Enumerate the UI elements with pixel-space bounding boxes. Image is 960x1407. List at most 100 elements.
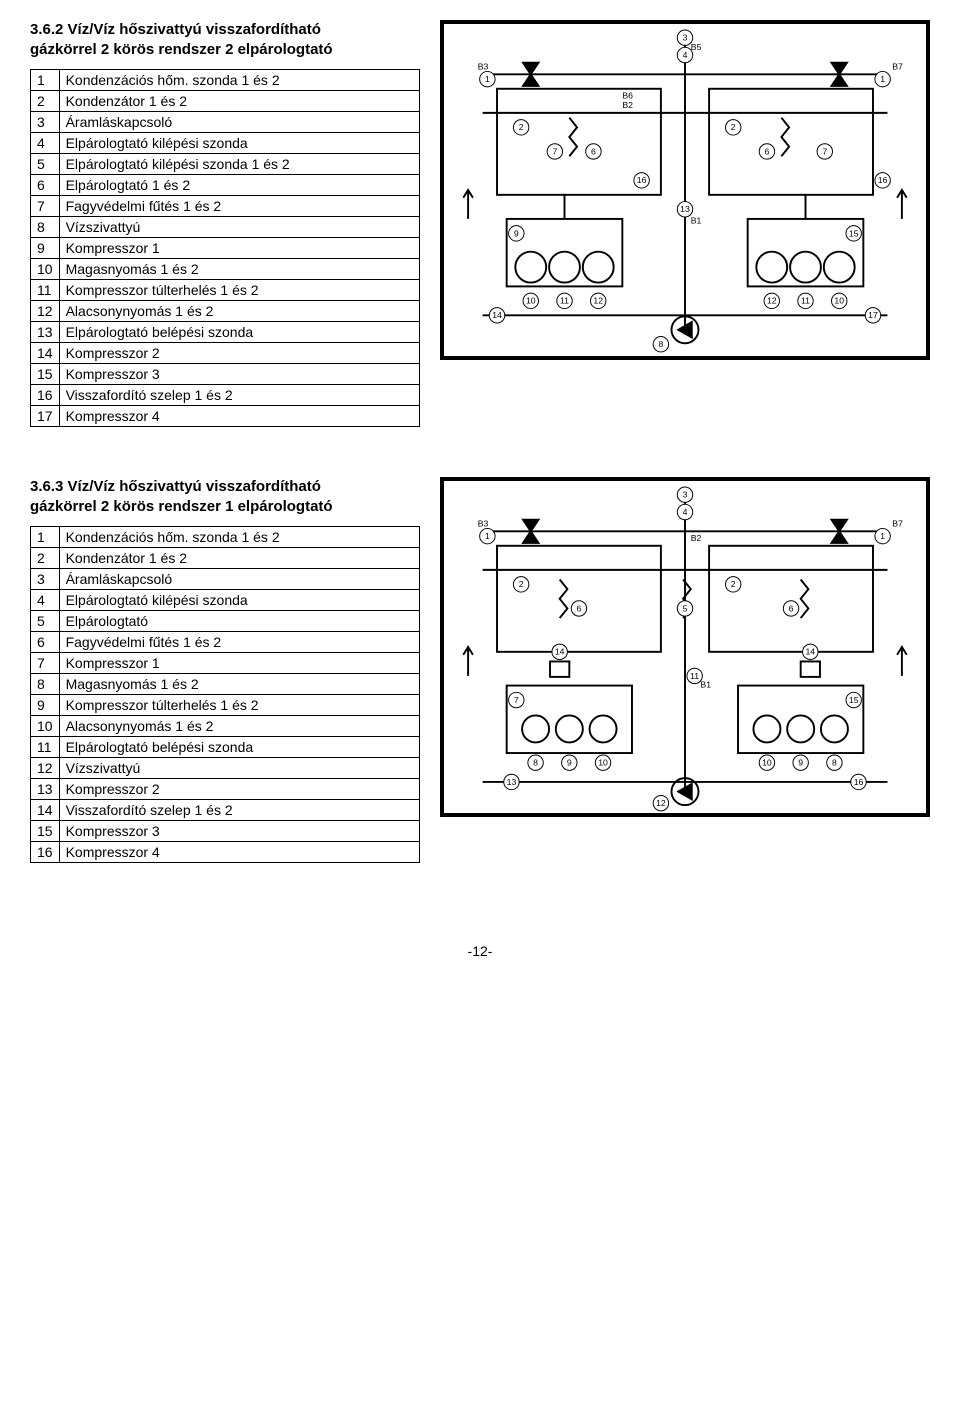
legend-number: 2	[31, 91, 60, 112]
section-1-left: 3.6.2 Víz/Víz hőszivattyú visszafordítha…	[30, 20, 420, 427]
table-row: 12Vízszivattyú	[31, 758, 420, 779]
legend-label: Kondenzátor 1 és 2	[59, 91, 419, 112]
table-row: 1Kondenzációs hőm. szonda 1 és 2	[31, 70, 420, 91]
svg-text:9: 9	[567, 758, 572, 768]
svg-text:1: 1	[880, 531, 885, 541]
svg-text:12: 12	[767, 296, 777, 306]
legend-label: Elpárologtató kilépési szonda 1 és 2	[59, 154, 419, 175]
svg-text:1: 1	[485, 531, 490, 541]
heading-line-2: gázkörrel 2 körös rendszer 2 elpárologta…	[30, 41, 333, 58]
svg-text:10: 10	[834, 296, 844, 306]
legend-number: 15	[31, 821, 60, 842]
legend-label: Kondenzációs hőm. szonda 1 és 2	[59, 70, 419, 91]
schematic-1-svg: 34 11 276 267 1616 13 101112 121110 1417…	[444, 24, 926, 356]
section-2: 3.6.3 Víz/Víz hőszivattyú visszafordítha…	[30, 477, 930, 863]
section-1: 3.6.2 Víz/Víz hőszivattyú visszafordítha…	[30, 20, 930, 427]
table-row: 14Visszafordító szelep 1 és 2	[31, 800, 420, 821]
svg-text:B3: B3	[478, 519, 489, 529]
table-row: 7Kompresszor 1	[31, 653, 420, 674]
legend-label: Elpárologtató belépési szonda	[59, 737, 419, 758]
table-row: 11Elpárologtató belépési szonda	[31, 737, 420, 758]
svg-text:6: 6	[765, 146, 770, 156]
table-row: 16Kompresszor 4	[31, 842, 420, 863]
svg-text:2: 2	[519, 122, 524, 132]
table-row: 8Magasnyomás 1 és 2	[31, 674, 420, 695]
svg-text:14: 14	[492, 310, 502, 320]
svg-text:14: 14	[805, 647, 815, 657]
svg-text:B2: B2	[691, 533, 702, 543]
legend-number: 15	[31, 364, 60, 385]
legend-number: 7	[31, 653, 60, 674]
table-row: 7Fagyvédelmi fűtés 1 és 2	[31, 196, 420, 217]
diagram-1: 34 11 276 267 1616 13 101112 121110 1417…	[440, 20, 930, 360]
svg-text:17: 17	[868, 310, 878, 320]
svg-text:3: 3	[683, 33, 688, 43]
legend-number: 1	[31, 70, 60, 91]
table-row: 15Kompresszor 3	[31, 821, 420, 842]
legend-number: 14	[31, 800, 60, 821]
legend-label: Alacsonynyomás 1 és 2	[59, 716, 419, 737]
svg-text:B3: B3	[478, 62, 489, 72]
legend-number: 16	[31, 842, 60, 863]
legend-number: 5	[31, 611, 60, 632]
table-row: 5Elpárologtató kilépési szonda 1 és 2	[31, 154, 420, 175]
legend-label: Elpárologtató 1 és 2	[59, 175, 419, 196]
legend-table-1: 1Kondenzációs hőm. szonda 1 és 22Kondenz…	[30, 69, 420, 427]
svg-text:12: 12	[656, 798, 666, 808]
table-row: 14Kompresszor 2	[31, 343, 420, 364]
table-row: 16Visszafordító szelep 1 és 2	[31, 385, 420, 406]
legend-number: 10	[31, 716, 60, 737]
svg-text:8: 8	[658, 339, 663, 349]
table-row: 17Kompresszor 4	[31, 406, 420, 427]
legend-number: 1	[31, 527, 60, 548]
legend-label: Kompresszor túlterhelés 1 és 2	[59, 695, 419, 716]
table-row: 6Elpárologtató 1 és 2	[31, 175, 420, 196]
legend-number: 3	[31, 112, 60, 133]
legend-number: 7	[31, 196, 60, 217]
svg-text:5: 5	[683, 603, 688, 613]
svg-text:10: 10	[762, 758, 772, 768]
legend-label: Kompresszor 4	[59, 842, 419, 863]
legend-number: 17	[31, 406, 60, 427]
legend-label: Áramláskapcsoló	[59, 112, 419, 133]
svg-text:2: 2	[731, 122, 736, 132]
svg-text:6: 6	[789, 603, 794, 613]
diagram-2: 34 11 22 656 1414 11 715 8910 1098 1316 …	[440, 477, 930, 817]
legend-label: Kompresszor 3	[59, 821, 419, 842]
legend-number: 11	[31, 280, 60, 301]
legend-label: Magasnyomás 1 és 2	[59, 259, 419, 280]
legend-label: Vízszivattyú	[59, 217, 419, 238]
legend-label: Fagyvédelmi fűtés 1 és 2	[59, 196, 419, 217]
svg-text:7: 7	[822, 146, 827, 156]
section-1-heading: 3.6.2 Víz/Víz hőszivattyú visszafordítha…	[30, 20, 420, 59]
legend-label: Kondenzációs hőm. szonda 1 és 2	[59, 527, 419, 548]
svg-text:16: 16	[854, 777, 864, 787]
svg-text:1: 1	[485, 74, 490, 84]
table-row: 13Kompresszor 2	[31, 779, 420, 800]
legend-number: 2	[31, 548, 60, 569]
svg-text:14: 14	[555, 647, 565, 657]
table-row: 5Elpárologtató	[31, 611, 420, 632]
table-row: 3Áramláskapcsoló	[31, 569, 420, 590]
svg-text:4: 4	[683, 50, 688, 60]
legend-label: Kompresszor 2	[59, 343, 419, 364]
svg-text:13: 13	[680, 204, 690, 214]
table-row: 9Kompresszor túlterhelés 1 és 2	[31, 695, 420, 716]
svg-text:B1: B1	[691, 216, 702, 226]
svg-text:4: 4	[683, 507, 688, 517]
legend-number: 11	[31, 737, 60, 758]
table-row: 4Elpárologtató kilépési szonda	[31, 133, 420, 154]
legend-number: 16	[31, 385, 60, 406]
legend-label: Visszafordító szelep 1 és 2	[59, 800, 419, 821]
legend-label: Kompresszor túlterhelés 1 és 2	[59, 280, 419, 301]
svg-text:B2: B2	[622, 100, 633, 110]
legend-label: Elpárologtató kilépési szonda	[59, 133, 419, 154]
legend-label: Kompresszor 4	[59, 406, 419, 427]
svg-text:B1: B1	[700, 679, 711, 689]
legend-label: Elpárologtató kilépési szonda	[59, 590, 419, 611]
legend-number: 8	[31, 674, 60, 695]
legend-number: 13	[31, 322, 60, 343]
legend-label: Kompresszor 2	[59, 779, 419, 800]
section-2-left: 3.6.3 Víz/Víz hőszivattyú visszafordítha…	[30, 477, 420, 863]
svg-text:2: 2	[519, 579, 524, 589]
